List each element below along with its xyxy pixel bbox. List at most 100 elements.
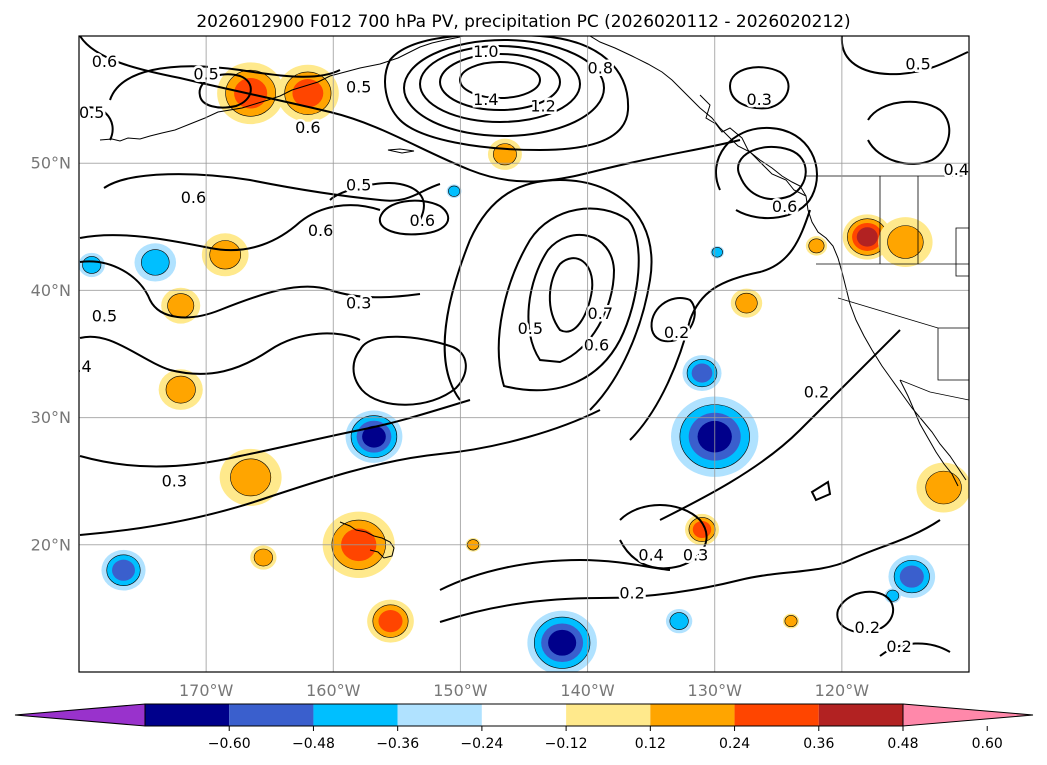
contour-label: 0.5 <box>346 175 371 194</box>
map-panel: 0.6 0.5 0.5 0.5 1.0 0.8 1.4 1.2 0.6 0.5 0.3 0.4 0.6 0… <box>31 35 970 700</box>
precip-positive-cell <box>878 217 933 268</box>
pv-contour-0.4-center <box>443 178 653 411</box>
latitude-tick-labels: 20°N 30°N 40°N 50°N <box>31 154 71 555</box>
contour-label: 0.2 <box>804 383 829 402</box>
colorbar-segment <box>566 704 651 726</box>
colorbar-segment <box>145 704 230 726</box>
contour-label: 0.2 <box>619 584 644 603</box>
precip-negative-level <box>448 185 461 197</box>
pv-contour-0.4-west <box>79 332 361 375</box>
contour-label: 0.3 <box>346 294 371 313</box>
lat-tick-label: 40°N <box>31 281 71 300</box>
coastline-hawaii <box>339 521 395 559</box>
graticule <box>79 36 969 672</box>
precip-positive-level <box>167 293 195 319</box>
precip-negative-cell <box>710 245 725 259</box>
contour-label: 0.5 <box>92 306 117 325</box>
precip-negative-cell <box>527 610 597 672</box>
border-mexico <box>899 379 969 401</box>
pv-contour-0.7 <box>384 36 630 152</box>
precip-negative-level <box>141 249 170 276</box>
precip-negative-level <box>691 363 713 383</box>
contour-label: 0.3 <box>162 472 187 491</box>
precip-negative-level <box>711 247 723 258</box>
precip-positive-cell <box>685 513 719 546</box>
lon-tick-label: 140°W <box>560 681 615 700</box>
contour-label: 1.0 <box>473 42 498 61</box>
lon-tick-label: 150°W <box>433 681 488 700</box>
pv-contour-0.8 <box>403 39 605 137</box>
precip-positive-level <box>887 225 924 259</box>
contour-label: 0.5 <box>346 77 371 96</box>
colorbar-segment <box>229 704 314 726</box>
pv-contour-0.2-loop <box>650 297 696 343</box>
pv-contour-0.6-loop <box>378 199 450 236</box>
precip-positive-cell <box>158 369 203 410</box>
precip-negative-level <box>362 425 386 448</box>
lon-tick-label: 170°W <box>179 681 234 700</box>
contour-label: 1.4 <box>473 90 498 109</box>
precip-positive-cell <box>487 138 522 170</box>
contour-label: 0.6 <box>772 197 797 216</box>
pv-contour-0.5-ne-loop <box>715 126 818 220</box>
colorbar-segment <box>650 704 735 726</box>
pv-contour-0.5-mid <box>329 182 425 221</box>
contour-label: 0.4 <box>66 357 91 376</box>
precip-positive-level <box>292 79 324 108</box>
precip-negative-cell <box>134 243 177 282</box>
pv-contour-0.3-south <box>79 409 601 536</box>
pv-contour-0.5-ne <box>840 36 969 76</box>
contour-label: 0.5 <box>518 319 543 338</box>
coastline-baja <box>899 379 959 487</box>
pv-contour-0.6-north <box>79 36 741 183</box>
precip-positive-level <box>253 548 273 567</box>
precip-positive-level <box>378 610 403 633</box>
lat-tick-label: 20°N <box>31 535 71 554</box>
precip-positive-level <box>209 240 242 270</box>
map-background <box>79 36 969 672</box>
pv-contour-0.2-se <box>879 642 951 657</box>
colorbar-tick-label: −0.36 <box>376 736 419 752</box>
pv-contour-0.5-west <box>79 260 421 319</box>
pv-contour-0.6-center <box>527 233 616 364</box>
contour-label: 0.5 <box>905 54 930 73</box>
border-ut-co <box>955 227 969 277</box>
pv-contour-0.6-west <box>79 204 381 252</box>
precip-positive-cell <box>161 287 201 324</box>
precip-positive-level <box>784 615 798 628</box>
precip-negative-level <box>548 629 577 656</box>
precip-positive-level <box>856 227 878 247</box>
precip-negative-level <box>899 565 924 588</box>
pv-contours <box>79 36 969 657</box>
contour-label: 0.6 <box>92 52 117 71</box>
contour-label: 0.7 <box>588 304 613 323</box>
lat-tick-label: 30°N <box>31 408 71 427</box>
precip-positive-level <box>230 458 272 497</box>
lon-tick-label: 130°W <box>688 681 743 700</box>
colorbar-tick-label: −0.24 <box>460 736 503 752</box>
contour-label: 0.4 <box>638 545 663 564</box>
contour-label: 0.6 <box>295 118 320 137</box>
precip-negative-level <box>82 256 102 274</box>
colorbar: −0.60 −0.48 −0.36 −0.24 −0.12 0.12 0.24 0.36 0.4… <box>14 703 1034 752</box>
pv-contour-1.2 <box>439 53 561 111</box>
pv-contour-0.5-north <box>109 65 341 101</box>
precip-negative-cell <box>888 555 936 599</box>
colorbar-tick-label: 0.48 <box>887 736 918 752</box>
precip-positive-cell <box>201 233 249 277</box>
pv-contour-0.3-ne-loop <box>728 66 790 110</box>
precip-positive-cell <box>782 613 800 629</box>
precip-positive-cell <box>730 288 763 318</box>
precip-positive-cell <box>805 236 828 256</box>
pv-contour-0.6-ne-loop <box>737 145 807 201</box>
pv-contour-0.3-center <box>352 335 467 406</box>
colorbar-segment <box>397 704 482 726</box>
contour-label: 0.2 <box>664 323 689 342</box>
lon-tick-label: 160°W <box>306 681 361 700</box>
contour-label: 0.4 <box>944 160 969 179</box>
coastline-haida-gwaii <box>387 148 415 154</box>
longitude-tick-labels: 170°W 160°W 150°W 140°W 130°W 120°W <box>179 681 869 700</box>
precip-positive-level <box>493 143 517 166</box>
pv-contour-0.2-se-loop <box>836 590 895 634</box>
